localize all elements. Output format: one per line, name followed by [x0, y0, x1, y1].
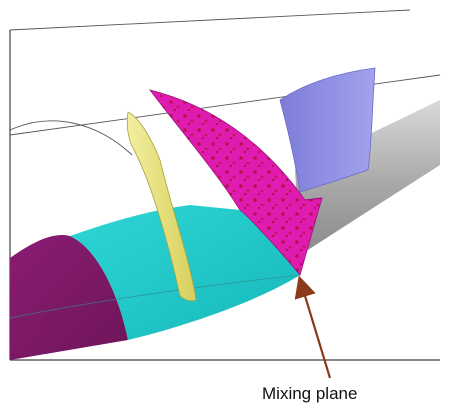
mixing-plane-label: Mixing plane	[262, 384, 358, 403]
casing-top-line	[9, 9, 411, 31]
mixing-plane-top-edge	[304, 197, 323, 201]
annotation-arrow	[294, 275, 332, 379]
outer-duct	[295, 100, 440, 255]
rotor-domain	[10, 234, 128, 360]
floor-line	[9, 274, 301, 319]
rotor-blade	[279, 67, 376, 193]
casing-arc-line	[9, 120, 133, 156]
stator-blade	[126, 111, 197, 302]
mixing-plane-surface	[149, 89, 323, 276]
